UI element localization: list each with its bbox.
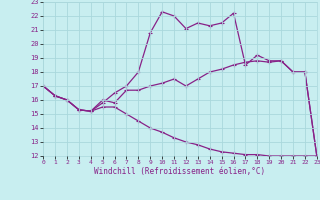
- X-axis label: Windchill (Refroidissement éolien,°C): Windchill (Refroidissement éolien,°C): [94, 167, 266, 176]
